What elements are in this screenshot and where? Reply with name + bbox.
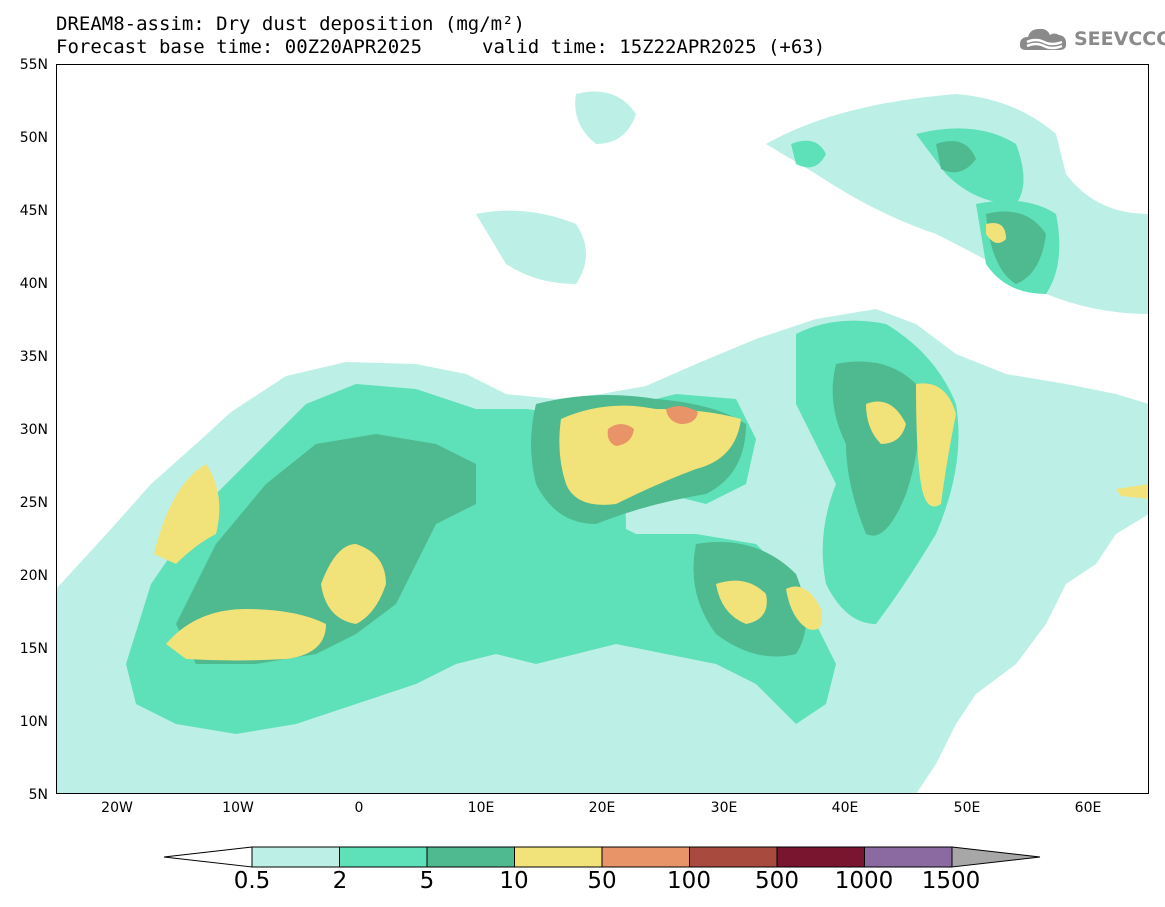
lon-label-50e: 50E — [953, 800, 981, 816]
lat-label-40n: 40N — [19, 276, 48, 292]
lon-label-60e: 60E — [1074, 800, 1102, 816]
lon-label-40e: 40E — [831, 800, 859, 816]
lon-label-0: 0 — [354, 800, 364, 816]
seevccc-logo: SEEVCCC — [1018, 24, 1165, 54]
lat-label-20n: 20N — [19, 568, 48, 584]
colorbar-under-triangle — [163, 846, 253, 868]
map-title: DREAM8-assim: Dry dust deposition (mg/m²… — [56, 13, 525, 35]
lon-label-20e: 20E — [588, 800, 616, 816]
dust-layer-10 — [154, 223, 1149, 661]
lon-label-20w: 20W — [101, 800, 133, 816]
lat-label-55n: 55N — [19, 57, 48, 73]
lat-label-45n: 45N — [19, 203, 48, 219]
colorbar-label-50: 50 — [587, 868, 617, 894]
lon-label-10e: 10E — [467, 800, 495, 816]
colorbar-cell — [864, 846, 953, 868]
lon-label-30e: 30E — [710, 800, 738, 816]
logo-text: SEEVCCC — [1074, 28, 1165, 50]
colorbar-cell — [689, 846, 778, 868]
colorbar-label-500: 500 — [755, 868, 799, 894]
lat-label-35n: 35N — [19, 349, 48, 365]
colorbar-cell — [514, 846, 603, 868]
dust-deposition-map — [56, 64, 1149, 794]
lon-label-10w: 10W — [222, 800, 254, 816]
dust-layer-50 — [607, 406, 698, 446]
colorbar-cell — [339, 846, 428, 868]
colorbar-label-10: 10 — [499, 868, 529, 894]
colorbar-cell — [251, 846, 340, 868]
cloud-icon — [1019, 28, 1067, 50]
colorbar-label-0-5: 0.5 — [233, 868, 271, 894]
lat-label-15n: 15N — [19, 641, 48, 657]
colorbar-cell — [601, 846, 690, 868]
colorbar-label-2: 2 — [332, 868, 348, 894]
colorbar-label-5: 5 — [419, 868, 435, 894]
valid-time: valid time: 15Z22APR2025 (+63) — [482, 36, 826, 58]
colorbar-label-1500: 1500 — [921, 868, 981, 894]
lat-label-50n: 50N — [19, 130, 48, 146]
colorbar — [163, 846, 1041, 868]
colorbar-cell — [776, 846, 865, 868]
lat-label-5n: 5N — [28, 787, 48, 803]
colorbar-over-triangle — [951, 846, 1041, 868]
lat-label-30n: 30N — [19, 422, 48, 438]
lat-label-10n: 10N — [19, 714, 48, 730]
lat-label-25n: 25N — [19, 495, 48, 511]
colorbar-cell — [426, 846, 515, 868]
colorbar-label-100: 100 — [667, 868, 711, 894]
forecast-base-time: Forecast base time: 00Z20APR2025 — [56, 36, 423, 58]
colorbar-label-1000: 1000 — [834, 868, 894, 894]
